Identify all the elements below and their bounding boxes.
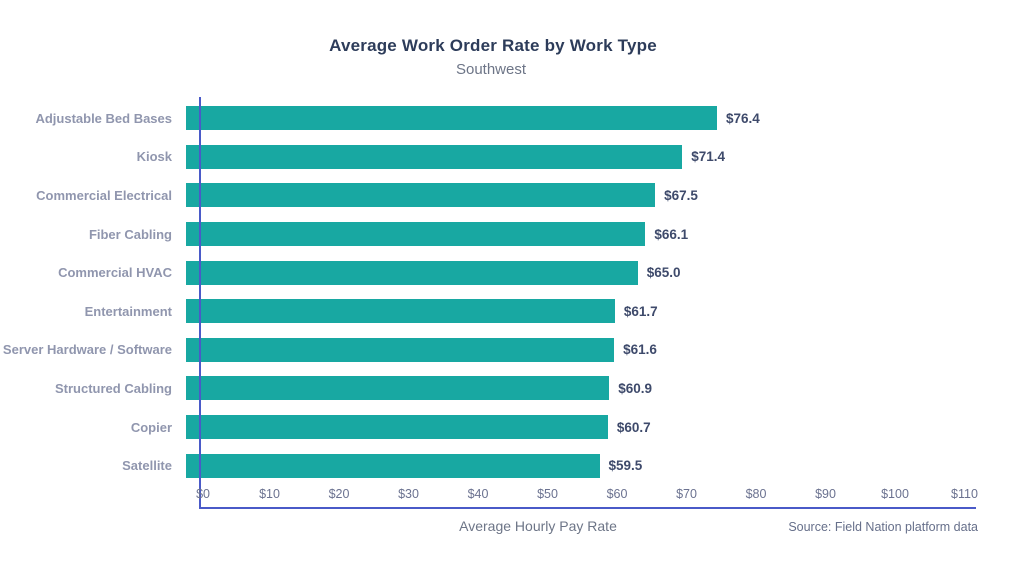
x-tick-label: $80 (745, 487, 767, 501)
x-tick-label: $100 (881, 487, 909, 501)
x-tick-label: $90 (815, 487, 836, 501)
bar (186, 183, 656, 208)
value-label: $76.4 (725, 110, 760, 126)
value-label: $61.7 (623, 303, 658, 319)
x-tick-label: $50 (537, 487, 558, 501)
value-label: $65.0 (646, 265, 681, 281)
category-label: Fiber Cabling (88, 226, 172, 242)
source-note: Source: Field Nation platform data (788, 520, 978, 534)
category-label: Server Hardware / Software (2, 342, 172, 358)
x-tick-label: $40 (467, 487, 489, 501)
bar-row: Structured Cabling $60.9 (0, 369, 1024, 408)
category-label: Copier (130, 419, 172, 435)
value-label: $67.5 (664, 187, 698, 203)
bar (186, 144, 683, 169)
bar (186, 337, 615, 362)
x-tick-label: $60 (606, 487, 628, 501)
bar-row: Fiber Cabling $66.1 (0, 215, 1024, 254)
value-label: $71.4 (691, 149, 726, 165)
chart-subtitle: Southwest (455, 61, 527, 78)
bar (186, 415, 608, 440)
category-label: Entertainment (84, 303, 172, 319)
bar-row: Entertainment $61.7 (0, 292, 1024, 331)
bar-row: Copier $60.7 (0, 408, 1024, 447)
bar-row: Server Hardware / Software $61.6 (0, 331, 1024, 370)
bar (186, 106, 717, 131)
category-label: Commercial HVAC (58, 265, 172, 281)
x-tick-label: $10 (259, 487, 280, 501)
value-label: $66.1 (654, 226, 689, 242)
bar (186, 376, 610, 401)
bar-rows: Adjustable Bed Bases $76.4 Kiosk $71.4 Comme… (0, 99, 1024, 485)
value-label: $60.9 (618, 380, 653, 396)
category-label: Commercial Electrical (36, 187, 172, 203)
category-label: Satellite (122, 458, 172, 474)
category-label: Kiosk (136, 149, 172, 165)
x-tick-label: $0 (196, 487, 211, 501)
bar-row: Kiosk $71.4 (0, 138, 1024, 177)
bar (186, 260, 638, 285)
bar (186, 299, 615, 324)
bar-row: Satellite $59.5 (0, 446, 1024, 485)
bar-row: Adjustable Bed Bases $76.4 (0, 99, 1024, 138)
value-label: $61.6 (623, 342, 657, 358)
x-tick-label: $30 (398, 487, 419, 501)
chart-title: Average Work Order Rate by Work Type (329, 36, 657, 55)
x-tick-label: $70 (676, 487, 697, 501)
category-label: Adjustable Bed Bases (35, 110, 172, 126)
y-axis-line (199, 97, 201, 509)
bar-row: Commercial HVAC $65.0 (0, 253, 1024, 292)
bar (186, 222, 646, 247)
value-label: $60.7 (616, 419, 651, 435)
category-label: Structured Cabling (54, 380, 172, 396)
x-axis-ticks: $0 $10 $20 $30 $40 $50 $60 $70 $80 $90 $100 $110 (196, 486, 978, 502)
bar-row: Commercial Electrical $67.5 (0, 176, 1024, 215)
value-label: $59.5 (608, 458, 643, 474)
x-axis-title: Average Hourly Pay Rate (459, 518, 617, 534)
x-tick-label: $110 (951, 487, 978, 501)
x-axis-line (199, 507, 976, 509)
x-tick-label: $20 (328, 487, 350, 501)
bar (186, 453, 600, 478)
